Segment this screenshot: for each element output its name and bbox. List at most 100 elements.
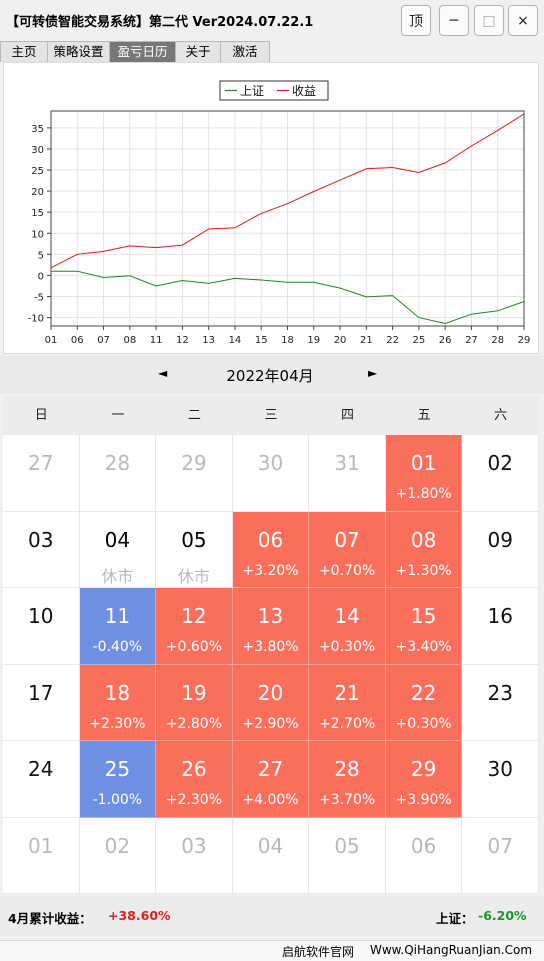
x-tick-label: 18 xyxy=(281,335,294,346)
calendar-day-cell[interactable]: 06 +3.20% xyxy=(232,511,310,588)
calendar-day-cell[interactable]: 19 +2.80% xyxy=(156,664,233,741)
next-month-arrow-icon[interactable]: ► xyxy=(368,366,378,380)
calendar-day-cell[interactable]: 28 xyxy=(79,435,157,512)
calendar-day-cell[interactable]: 27 xyxy=(3,435,80,512)
site-url-link[interactable]: Www.QiHangRuanJian.Com xyxy=(370,943,533,957)
day-return-value: +3.70% xyxy=(318,792,376,808)
window-title: 【可转债智能交易系统】第二代 Ver2024.07.22.1 xyxy=(6,15,314,30)
calendar-day-cell[interactable]: 25 -1.00% xyxy=(79,741,157,818)
day-number: 19 xyxy=(181,680,207,705)
calendar-day-cell[interactable]: 27 +4.00% xyxy=(232,741,310,818)
day-number: 04 xyxy=(104,527,131,552)
weekday-fri: 五 xyxy=(417,408,431,423)
month-return-value: +38.60% xyxy=(108,908,171,923)
x-tick-label: 22 xyxy=(386,335,399,346)
y-tick-label: -5 xyxy=(34,292,44,303)
calendar-day-cell[interactable]: 10 xyxy=(3,588,80,665)
x-tick-label: 06 xyxy=(71,335,84,346)
market-closed-label: 休市 xyxy=(101,566,134,586)
tab-home[interactable]: 主页 xyxy=(0,41,48,62)
calendar-day-cell[interactable]: 16 xyxy=(462,588,539,665)
calendar-day-cell[interactable]: 24 xyxy=(3,741,80,818)
prev-month-arrow-icon[interactable]: ◄ xyxy=(158,366,168,380)
calendar-day-cell[interactable]: 02 xyxy=(79,817,157,894)
returns-chart-panel: 35 30 25 20 15 10 5 0 -5 -10 01 06 07 08 11 12 13 14 15 18 1… xyxy=(3,62,539,354)
calendar-day-cell[interactable]: 29 +3.90% xyxy=(385,741,463,818)
maximize-button[interactable]: □ xyxy=(474,5,504,36)
legend-label-index: 上证 xyxy=(240,84,264,98)
calendar-day-cell[interactable]: 20 +2.90% xyxy=(232,664,310,741)
x-tick-label: 01 xyxy=(45,335,58,346)
day-return-value: +0.60% xyxy=(165,639,223,655)
calendar-day-cell[interactable]: 30 xyxy=(232,435,310,512)
calendar-day-cell[interactable]: 02 xyxy=(462,435,539,512)
calendar-day-cell[interactable]: 18 +2.30% xyxy=(79,664,157,741)
calendar-day-cell[interactable]: 23 xyxy=(462,664,539,741)
day-return-value: +0.30% xyxy=(318,639,376,655)
day-return-value: +2.80% xyxy=(165,715,223,732)
day-return-value: +3.90% xyxy=(395,792,452,808)
calendar-day-cell[interactable]: 22 +0.30% xyxy=(385,664,463,741)
y-tick-label: 0 xyxy=(38,271,44,282)
close-button[interactable]: × xyxy=(508,5,538,36)
site-name-link[interactable]: 启航软件官网 xyxy=(282,945,355,959)
tab-about[interactable]: 关于 xyxy=(175,41,221,62)
calendar-day-cell[interactable]: 26 +2.30% xyxy=(156,741,233,818)
day-number: 15 xyxy=(410,604,437,628)
y-tick-label: 15 xyxy=(31,208,44,219)
tab-strategy-settings[interactable]: 策略设置 xyxy=(47,41,110,62)
day-return-value: +2.30% xyxy=(89,715,146,732)
market-closed-label: 休市 xyxy=(177,566,210,586)
calendar-day-cell[interactable]: 09 xyxy=(462,511,539,588)
day-number: 16 xyxy=(487,604,513,628)
minimize-button[interactable]: ─ xyxy=(439,5,469,36)
y-tick-label: 35 xyxy=(31,124,44,135)
day-number: 03 xyxy=(28,527,54,552)
x-tick-label: 11 xyxy=(150,335,163,346)
calendar-day-cell[interactable]: 30 xyxy=(462,741,539,818)
pin-top-button[interactable]: 顶 xyxy=(401,5,431,36)
calendar-day-cell[interactable]: 04 xyxy=(232,817,310,894)
calendar-day-cell[interactable]: 12 +0.60% xyxy=(156,588,233,665)
calendar-day-cell[interactable]: 08 +1.30% xyxy=(385,511,463,588)
x-tick-label: 15 xyxy=(255,335,268,346)
month-navigation: ◄ 2022年04月 ► xyxy=(0,356,544,394)
calendar-day-cell[interactable]: 13 +3.80% xyxy=(232,588,310,665)
calendar-day-cell[interactable]: 01 +1.80% xyxy=(385,435,463,512)
calendar-day-cell[interactable]: 07 xyxy=(462,817,539,894)
tab-activate[interactable]: 激活 xyxy=(220,41,270,62)
day-number: 27 xyxy=(28,451,54,475)
x-tick-label: 14 xyxy=(229,335,242,346)
summary-bar: 4月累计收益： +38.60% 上证： -6.20% xyxy=(0,896,544,936)
calendar-day-cell[interactable]: 28 +3.70% xyxy=(309,741,386,818)
weekday-tue: 二 xyxy=(187,408,201,423)
day-number: 07 xyxy=(487,833,513,858)
calendar-day-cell[interactable]: 14 +0.30% xyxy=(309,588,386,665)
calendar-day-cell[interactable]: 21 +2.70% xyxy=(309,664,386,741)
calendar-day-cell[interactable]: 05 休市 xyxy=(156,511,233,588)
y-tick-label: -10 xyxy=(28,314,44,325)
tab-pnl-calendar[interactable]: 盈亏日历 xyxy=(109,41,176,62)
calendar-day-cell[interactable]: 03 xyxy=(156,817,233,894)
calendar-day-cell[interactable]: 06 xyxy=(385,817,463,894)
calendar-day-cell[interactable]: 17 xyxy=(3,664,80,741)
calendar-day-cell[interactable]: 03 xyxy=(3,511,80,588)
calendar-day-cell[interactable]: 15 +3.40% xyxy=(385,588,463,665)
calendar-day-cell[interactable]: 31 xyxy=(309,435,386,512)
title-bar: 【可转债智能交易系统】第二代 Ver2024.07.22.1 顶 ─ □ × xyxy=(0,0,544,41)
y-tick-label: 10 xyxy=(31,229,44,240)
calendar-day-cell[interactable]: 29 xyxy=(156,435,233,512)
series-line-return xyxy=(50,113,525,269)
x-tick-label: 12 xyxy=(176,335,189,346)
day-number: 28 xyxy=(334,757,360,781)
calendar-day-cell[interactable]: 01 xyxy=(3,817,80,894)
weekday-thu: 四 xyxy=(341,408,355,423)
day-number: 30 xyxy=(487,757,513,781)
day-return-value: +2.90% xyxy=(242,715,299,732)
day-number: 20 xyxy=(257,680,284,705)
calendar-day-cell[interactable]: 07 +0.70% xyxy=(309,511,386,588)
calendar-day-cell[interactable]: 04 休市 xyxy=(79,511,157,588)
calendar-day-cell[interactable]: 11 -0.40% xyxy=(79,588,157,665)
calendar-day-cell[interactable]: 05 xyxy=(309,817,386,894)
x-tick-label: 27 xyxy=(465,335,478,346)
